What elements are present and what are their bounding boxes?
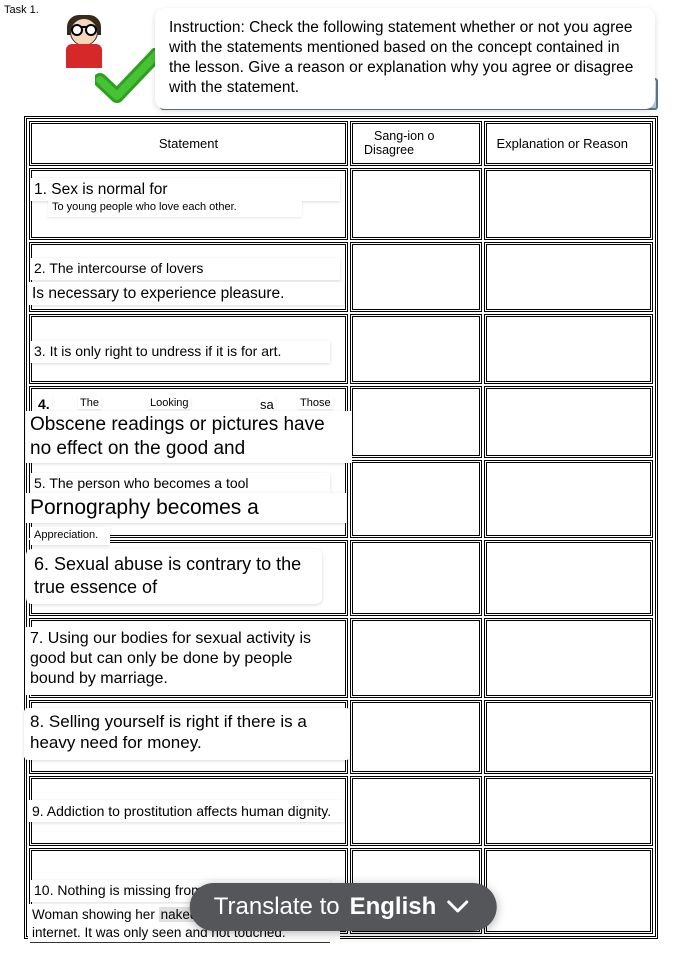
stmt-4-text: Obscene readings or pictures have no eff…	[26, 411, 352, 463]
cell-reason-10[interactable]	[484, 848, 653, 934]
instruction-box: Instruction: Check the following stateme…	[155, 8, 655, 109]
translate-button[interactable]: Translate to English	[190, 883, 497, 931]
cell-reason-8[interactable]	[484, 700, 653, 774]
header-statement: Statement	[29, 121, 348, 166]
cell-reason-1[interactable]	[484, 168, 653, 240]
stmt-2b-text: Is necessary to experience pleasure.	[28, 282, 344, 305]
cell-reason-6[interactable]	[484, 540, 653, 616]
header-agree: Sang-ion o Disagree	[350, 121, 482, 166]
cell-reason-4[interactable]	[484, 386, 653, 458]
stmt-4-frag5: Those	[298, 397, 333, 409]
stmt-1-sub: To young people who love each other.	[48, 199, 302, 217]
cell-agree-4[interactable]	[350, 386, 482, 458]
translate-prefix: Translate to	[214, 893, 340, 921]
cell-agree-6[interactable]	[350, 540, 482, 616]
cell-reason-7[interactable]	[484, 618, 653, 698]
cell-agree-3[interactable]	[350, 314, 482, 384]
chevron-down-icon	[446, 893, 468, 921]
cell-reason-3[interactable]	[484, 314, 653, 384]
cell-reason-2[interactable]	[484, 242, 653, 312]
stmt-8-text: 8. Selling yourself is right if there is…	[24, 708, 350, 760]
teacher-avatar	[40, 18, 140, 108]
stmt-1-text: 1. Sex is normal for	[30, 178, 340, 201]
cell-reason-9[interactable]	[484, 776, 653, 846]
stmt-4-frag4: sa	[258, 397, 276, 412]
cell-agree-7[interactable]	[350, 618, 482, 698]
stmt-10-underline	[30, 942, 330, 943]
cell-agree-8[interactable]	[350, 700, 482, 774]
stmt-2a-text: 2. The intercourse of lovers	[30, 258, 340, 280]
cell-agree-1[interactable]	[350, 168, 482, 240]
task-label: Task 1.	[4, 4, 39, 16]
stmt-4-frag3: Looking	[148, 397, 191, 409]
cell-reason-5[interactable]	[484, 460, 653, 538]
cell-agree-2[interactable]	[350, 242, 482, 312]
stmt-7-text: 7. Using our bodies for sexual activity …	[26, 627, 338, 695]
cell-agree-5[interactable]	[350, 460, 482, 538]
stmt-5b-text: Pornography becomes a	[26, 493, 346, 523]
cell-agree-9[interactable]	[350, 776, 482, 846]
translate-language: English	[350, 893, 437, 921]
stmt-5c-text: Appreciation.	[30, 527, 110, 545]
header-reason: Explanation or Reason	[484, 121, 653, 166]
stmt-6-text: 6. Sexual abuse is contrary to the true …	[26, 549, 322, 604]
stmt-9-text: 9. Addiction to prostitution affects hum…	[28, 800, 344, 822]
stmt-4-frag2: The	[78, 397, 101, 409]
stmt-3-text: 3. It is only right to undress if it is …	[30, 341, 330, 363]
stmt-4-frag1: 4.	[36, 396, 52, 412]
table-header-row: Statement Sang-ion o Disagree Explanatio…	[29, 121, 653, 166]
stmt-5a-text: 5. The person who becomes a tool	[30, 473, 330, 495]
